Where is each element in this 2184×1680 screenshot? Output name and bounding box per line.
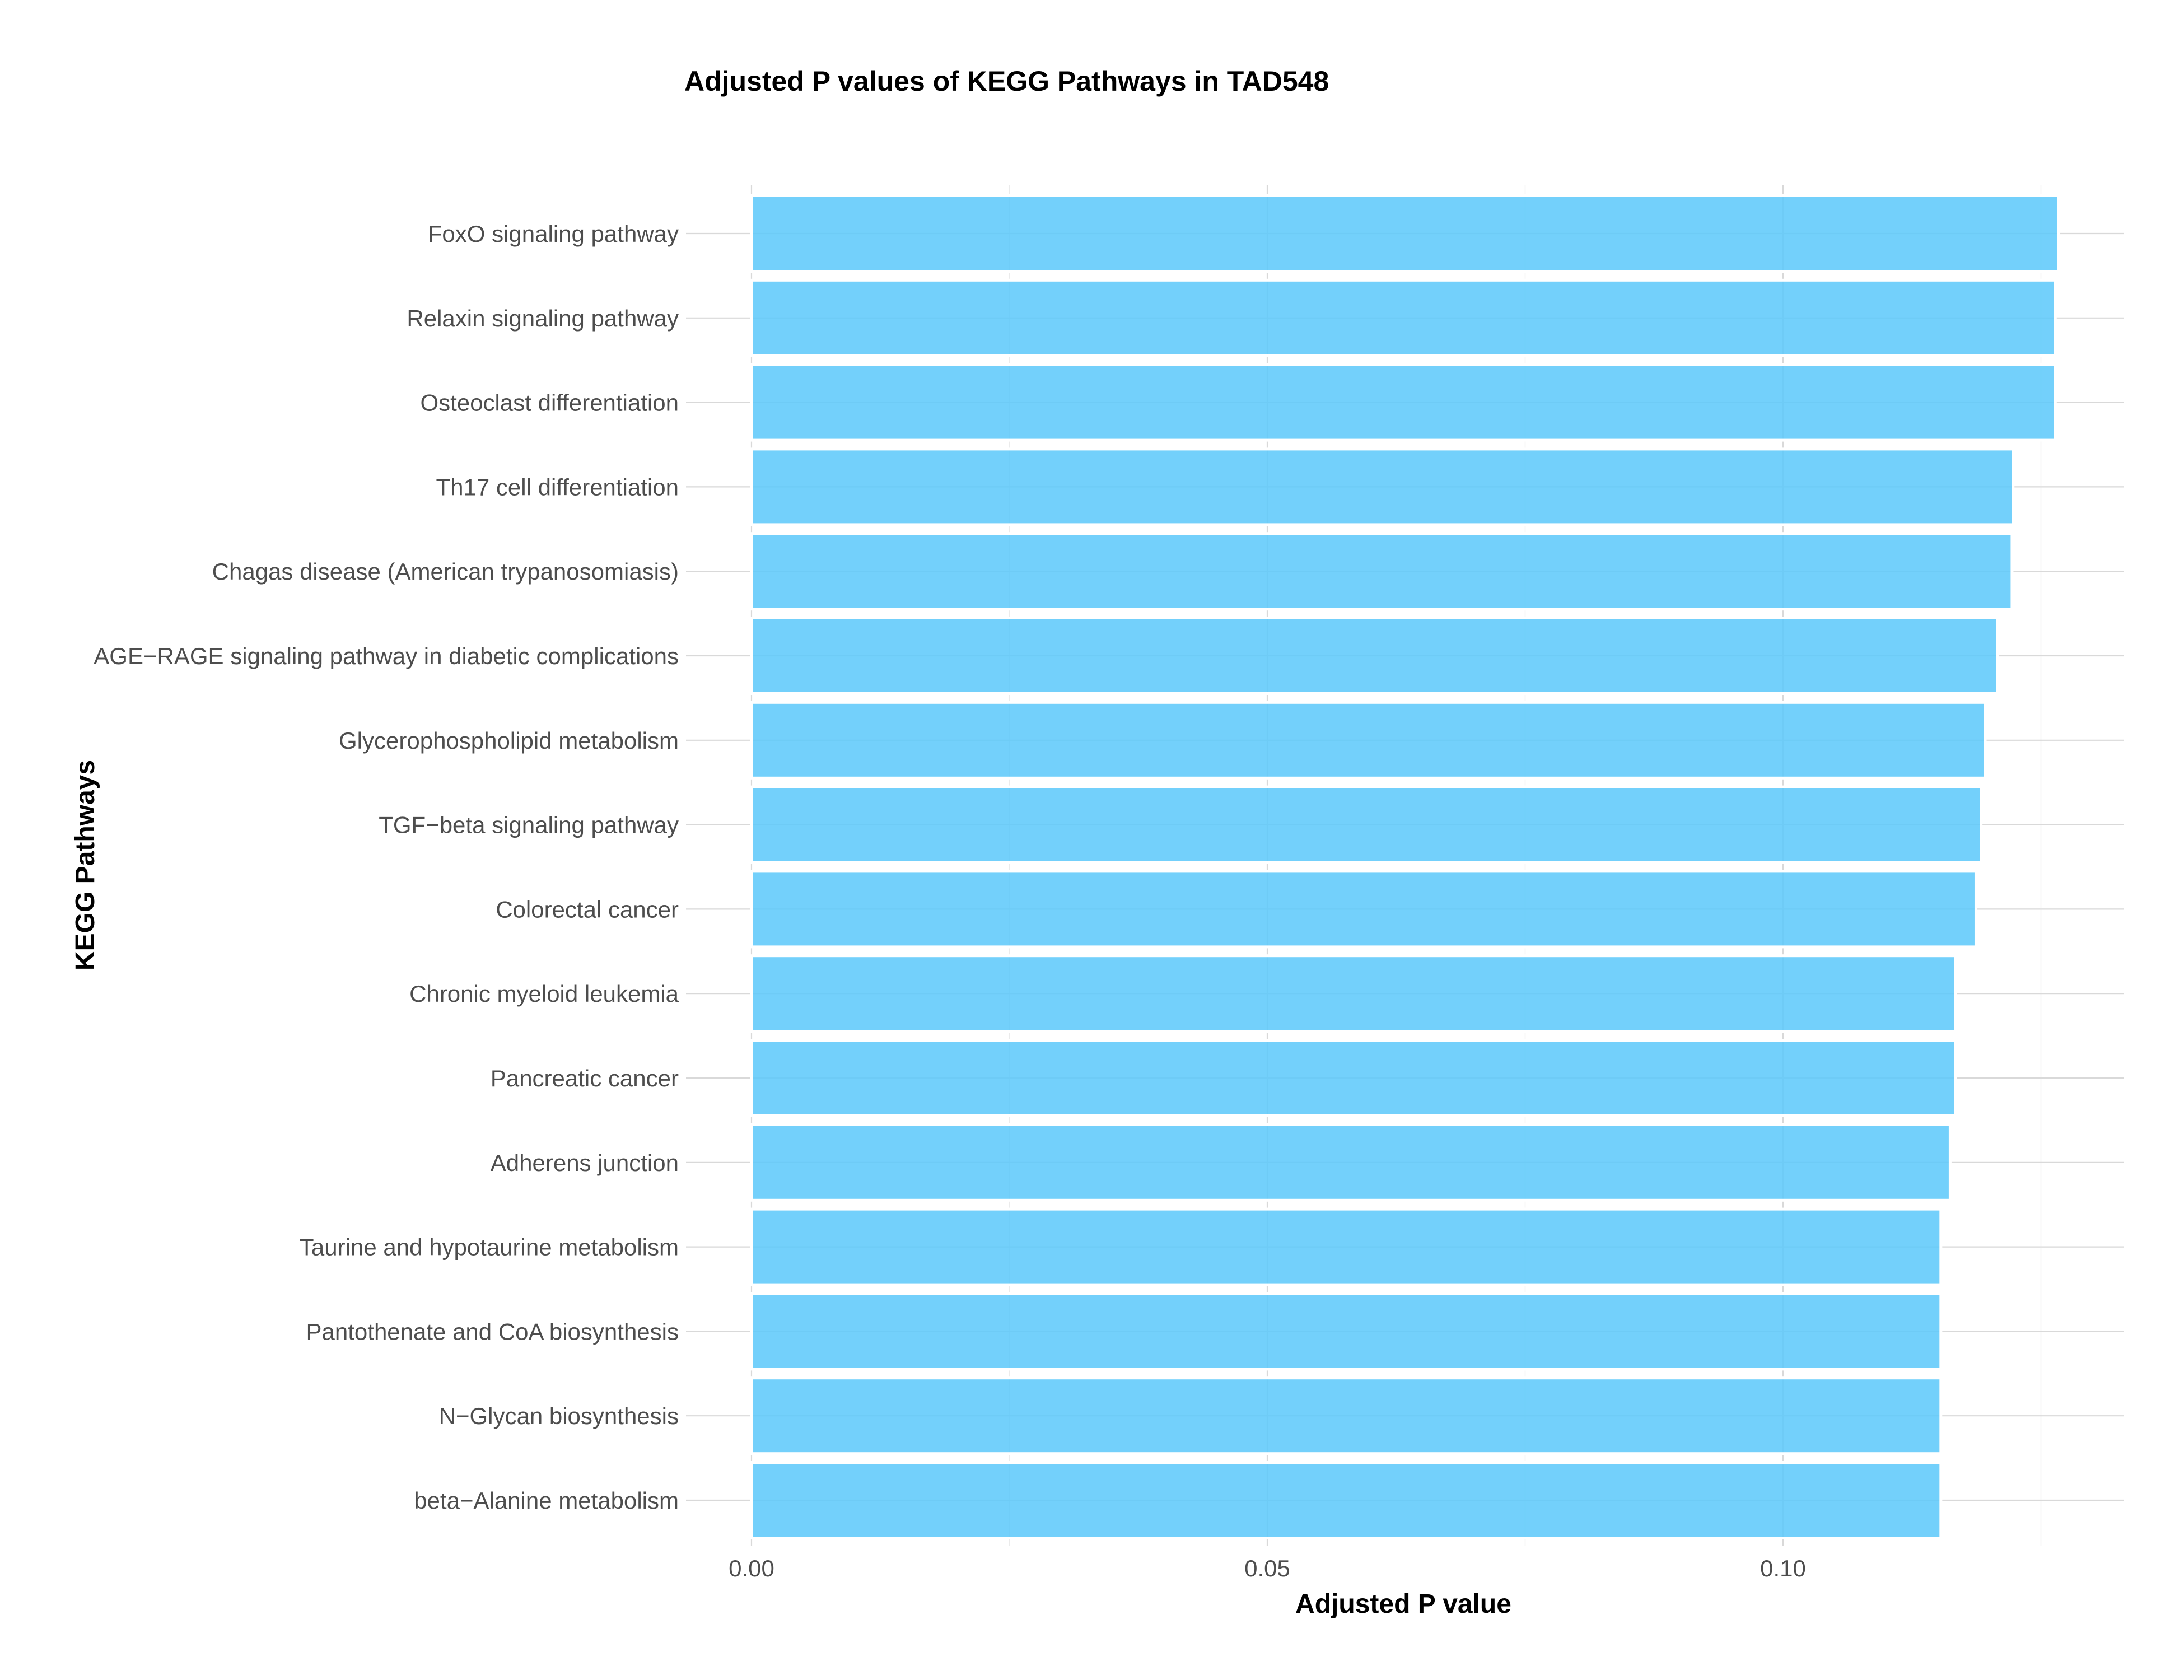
bar: [750, 363, 2057, 442]
category-label: Osteoclast differentiation: [421, 390, 679, 416]
bars: [750, 194, 2060, 1539]
bar: [750, 532, 2014, 611]
bar: [750, 194, 2060, 273]
y-axis-title: KEGG Pathways: [71, 760, 100, 970]
bar: [750, 701, 1987, 780]
category-label: Adherens junction: [491, 1150, 679, 1176]
bar: [750, 1461, 1943, 1539]
category-labels: FoxO signaling pathway Relaxin signaling …: [94, 221, 679, 1514]
category-label: Colorectal cancer: [496, 896, 679, 922]
bar: [750, 1292, 1943, 1371]
chart-title: Adjusted P values of KEGG Pathways in TA…: [684, 66, 1329, 97]
x-tick-label: 0.10: [1760, 1555, 1806, 1581]
category-label: TGF−beta signaling pathway: [379, 812, 679, 838]
x-tick-label: 0.00: [729, 1555, 774, 1581]
bar: [750, 617, 1999, 695]
x-tick-label: 0.05: [1244, 1555, 1290, 1581]
bar: [750, 954, 1957, 1033]
bar: [750, 447, 2015, 526]
category-label: Chagas disease (American trypanosomiasis…: [212, 558, 679, 585]
category-label: FoxO signaling pathway: [428, 221, 679, 247]
category-label: Relaxin signaling pathway: [407, 305, 679, 332]
bar: [750, 785, 1983, 864]
bar: [750, 1123, 1952, 1202]
category-label: Taurine and hypotaurine metabolism: [300, 1234, 679, 1261]
category-label: AGE−RAGE signaling pathway in diabetic c…: [94, 643, 679, 669]
category-label: N−Glycan biosynthesis: [439, 1403, 679, 1429]
bar: [750, 1207, 1943, 1286]
bar: [750, 1376, 1943, 1455]
category-label: Pantothenate and CoA biosynthesis: [306, 1318, 679, 1345]
bar: [750, 278, 2057, 357]
x-tick-labels: 0.00 0.05 0.10: [729, 1555, 1806, 1581]
bar: [750, 1039, 1957, 1117]
category-label: beta−Alanine metabolism: [414, 1487, 679, 1514]
category-label: Chronic myeloid leukemia: [409, 981, 679, 1007]
x-axis-title: Adjusted P value: [1295, 1589, 1511, 1619]
category-label: Pancreatic cancer: [491, 1065, 679, 1091]
category-label: Glycerophospholipid metabolism: [339, 727, 679, 754]
category-label: Th17 cell differentiation: [436, 474, 679, 500]
bar: [750, 870, 1977, 949]
